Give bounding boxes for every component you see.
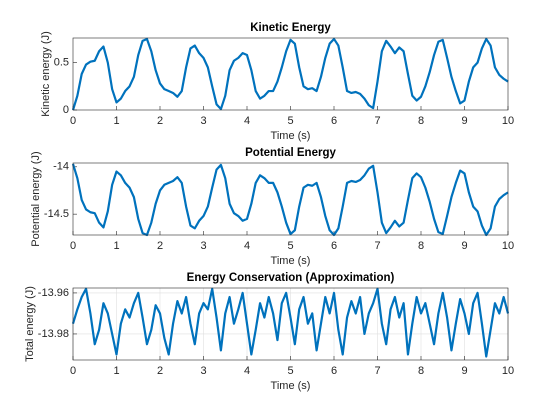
x-tick-label: 1 [113, 115, 119, 127]
y-axis-label: Kinetic energy (J) [40, 31, 52, 117]
x-tick-label: 10 [502, 240, 514, 252]
x-tick-label: 7 [374, 240, 380, 252]
x-tick-label: 3 [200, 115, 206, 127]
y-tick-label: -14 [53, 161, 69, 173]
x-axis-label: Time (s) [271, 380, 311, 392]
x-tick-label: 9 [461, 365, 467, 377]
plot-area [73, 163, 508, 235]
axes-box [72, 162, 509, 236]
y-tick-label: 0 [63, 104, 69, 116]
x-tick-label: 2 [157, 240, 163, 252]
data-line [71, 287, 510, 358]
y-tick-label: -14.5 [44, 208, 69, 220]
x-tick-label: 6 [331, 240, 337, 252]
x-tick-label: 1 [113, 365, 119, 377]
x-tick-label: 8 [418, 240, 424, 252]
subplot: 0 1 2 3 4 5 6 7 8 9 10 -14 -14.5 Potential Energy Time… [30, 147, 514, 267]
chart-title: Energy Conservation (Approximation) [187, 272, 395, 284]
plot-area [73, 38, 508, 110]
x-tick-label: 1 [113, 240, 119, 252]
x-tick-label: 3 [200, 240, 206, 252]
x-tick-label: 3 [200, 365, 206, 377]
chart-title: Kinetic Energy [250, 22, 331, 34]
x-tick-label: 9 [461, 115, 467, 127]
x-tick-label: 6 [331, 365, 337, 377]
x-tick-label: 5 [287, 240, 293, 252]
y-tick-label: 0.5 [54, 57, 69, 69]
x-tick-label: 4 [244, 365, 250, 377]
x-tick-label: 6 [331, 115, 337, 127]
y-axis-label: Potential energy (J) [30, 151, 42, 246]
y-axis-label: Total energy (J) [24, 286, 36, 362]
x-tick-label: 10 [502, 365, 514, 377]
x-tick-label: 8 [418, 115, 424, 127]
x-tick-label: 2 [157, 365, 163, 377]
x-tick-label: 0 [70, 240, 76, 252]
x-tick-label: 4 [244, 240, 250, 252]
y-tick-label: -13.96 [38, 287, 69, 299]
x-tick-label: 0 [70, 115, 76, 127]
x-tick-label: 9 [461, 240, 467, 252]
x-tick-label: 10 [502, 115, 514, 127]
x-tick-label: 8 [418, 365, 424, 377]
x-tick-label: 2 [157, 115, 163, 127]
x-tick-label: 4 [244, 115, 250, 127]
x-tick-label: 7 [374, 115, 380, 127]
y-tick-label: -13.98 [38, 328, 69, 340]
x-tick-label: 0 [70, 365, 76, 377]
axes-box [72, 287, 509, 361]
subplot: 0 1 2 3 4 5 6 7 8 9 10 0 0.5 Kinetic Energy Time (s) Ki… [40, 22, 514, 142]
x-tick-label: 7 [374, 365, 380, 377]
chart-title: Potential Energy [245, 147, 336, 159]
x-tick-label: 5 [287, 365, 293, 377]
data-line [71, 163, 509, 237]
x-axis-label: Time (s) [271, 130, 311, 142]
data-line [71, 37, 509, 111]
axes-box [72, 37, 509, 111]
x-tick-label: 5 [287, 115, 293, 127]
subplot: 0 1 2 3 4 5 6 7 8 9 10 -13.96 -13.98 Energy Conservat… [24, 272, 514, 392]
x-axis-label: Time (s) [271, 255, 311, 267]
